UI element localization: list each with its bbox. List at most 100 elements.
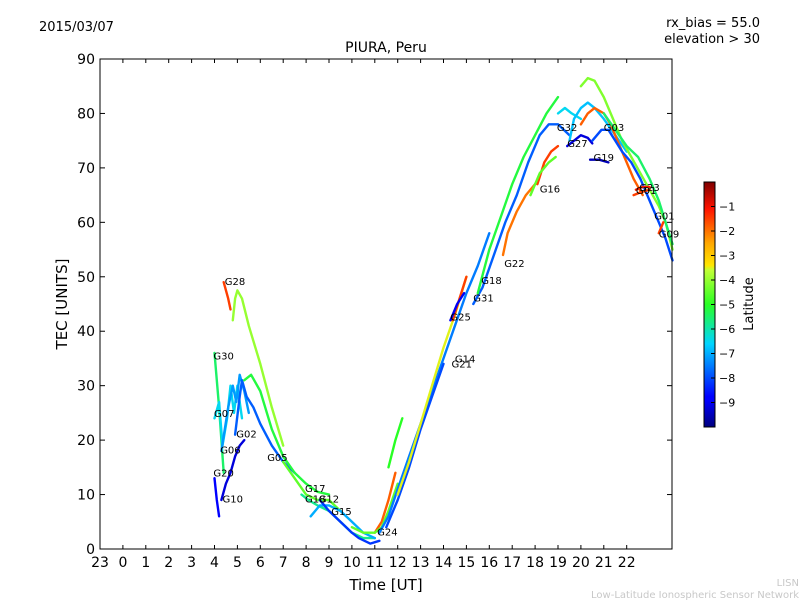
- x-tick-label: 20: [572, 555, 590, 571]
- y-axis-label: TEC [UNITS]: [53, 259, 71, 351]
- satellite-label-g15: G15: [331, 507, 351, 518]
- x-tick-label: 5: [233, 555, 242, 571]
- colorbar-tick-label: −2: [719, 225, 735, 238]
- series-line-g20-7: [213, 477, 221, 518]
- satellite-label-g22: G22: [504, 259, 524, 270]
- series-line-g24-13: [373, 471, 397, 534]
- colorbar-tick-label: −5: [719, 299, 735, 312]
- series-layer: [213, 76, 674, 545]
- x-tick-label: 7: [279, 555, 288, 571]
- series-line-g22-21: [501, 182, 537, 257]
- satellite-label-g01: G01: [636, 186, 656, 197]
- satellite-label-g14: G14: [455, 354, 475, 365]
- satellite-label-g02: G02: [236, 429, 256, 440]
- satellite-label-g30: G30: [213, 352, 233, 363]
- satellite-label-g09: G09: [659, 230, 679, 241]
- colorbar-tick-label: −1: [719, 201, 735, 214]
- series-line-g28-1: [231, 289, 285, 447]
- satellite-label-g06: G06: [220, 446, 240, 457]
- x-tick-label: 3: [187, 555, 196, 571]
- footer-org-abbr: LISN: [777, 578, 799, 589]
- series-line-g02-5: [233, 379, 296, 474]
- series-line-g31-19: [449, 291, 466, 322]
- satellite-label-g05: G05: [267, 453, 287, 464]
- satellite-label-g21: G21: [452, 360, 472, 371]
- x-tick-label: 4: [210, 555, 219, 571]
- series-line-g09-35: [657, 221, 665, 235]
- x-tick-label: 19: [549, 555, 567, 571]
- chart-title: PIURA, Peru: [345, 40, 427, 56]
- colorbar-tick-label: −7: [719, 348, 735, 361]
- series-line-g01-32: [632, 188, 651, 197]
- rx-bias-label: rx_bias = 55.0: [666, 16, 760, 31]
- satellite-label-g32: G32: [557, 123, 577, 134]
- y-tick-label: 0: [86, 542, 95, 558]
- satellite-label-g27: G27: [567, 139, 587, 150]
- y-axis-ticks: 0 10 20 30 40 50 60 70 80 90: [77, 52, 672, 558]
- satellite-label-g19: G19: [594, 153, 614, 164]
- colorbar-label: Latitude: [742, 277, 757, 331]
- series-line-g27-26: [566, 133, 594, 148]
- series-line-g19-29: [588, 158, 610, 164]
- x-tick-label: 0: [118, 555, 127, 571]
- x-tick-label: 9: [325, 555, 334, 571]
- satellite-label-g01: G01: [654, 212, 674, 223]
- y-tick-label: 80: [77, 106, 95, 122]
- footer-org-name: Low-Latitude Ionospheric Sensor Network: [591, 590, 799, 600]
- x-tick-label: 21: [595, 555, 613, 571]
- satellite-label-g23: G23: [639, 183, 659, 194]
- x-tick-label: 16: [480, 555, 498, 571]
- colorbar-tick-label: −4: [719, 274, 735, 287]
- y-tick-label: 90: [77, 52, 95, 68]
- x-axis-ticks: 23 0 1 2 3 4 5 6 7 8 9 10 11 12 13 14 15 16 17 18 19 20 21 22: [91, 59, 636, 571]
- colorbar-tick-label: −9: [719, 397, 735, 410]
- x-axis-label: Time [UT]: [348, 576, 422, 594]
- satellite-label-layer: G28G30G07G06G02G05G20G10G17G18G12G15G24G…: [213, 123, 679, 539]
- y-tick-label: 10: [77, 488, 95, 504]
- y-tick-label: 30: [77, 379, 95, 395]
- x-tick-label: 11: [366, 555, 384, 571]
- x-tick-label: 13: [412, 555, 430, 571]
- series-line-g10-8: [220, 438, 246, 502]
- satellite-label-g31: G31: [473, 293, 493, 304]
- y-tick-label: 60: [77, 215, 95, 231]
- colorbar-tick-label: −8: [719, 372, 735, 385]
- series-line-g28-0: [222, 281, 232, 311]
- x-tick-label: 6: [256, 555, 265, 571]
- colorbar-ticks: −1 −2 −3 −4 −5 −6 −7 −8 −9: [711, 201, 735, 410]
- x-tick-label: 18: [526, 555, 544, 571]
- satellite-label-g16: G16: [540, 184, 560, 195]
- y-tick-label: 20: [77, 433, 95, 449]
- plot-frame: [99, 58, 673, 550]
- y-tick-label: 50: [77, 270, 95, 286]
- satellite-label-g12: G12: [319, 495, 339, 506]
- x-tick-label: 2: [164, 555, 173, 571]
- series-line-g23-33: [634, 185, 651, 191]
- series-line-g14-16: [385, 362, 445, 529]
- colorbar-tick-label: −6: [719, 323, 735, 336]
- x-tick-label: 22: [618, 555, 636, 571]
- series-line-g03-31: [579, 76, 674, 251]
- series-line-g17-9: [282, 460, 342, 513]
- x-tick-label: 8: [302, 555, 311, 571]
- x-tick-label: 23: [91, 555, 109, 571]
- y-tick-label: 70: [77, 161, 95, 177]
- elevation-label: elevation > 30: [664, 32, 760, 47]
- series-line-g21-15: [378, 231, 491, 534]
- x-tick-label: 1: [141, 555, 150, 571]
- series-line-g29-14: [350, 482, 399, 534]
- x-tick-label: 15: [457, 555, 475, 571]
- series-line-g32-24: [476, 95, 560, 295]
- satellite-label-g10: G10: [223, 495, 243, 506]
- series-line-g29-36: [387, 417, 404, 469]
- colorbar-tick-label: −3: [719, 250, 735, 263]
- satellite-label-g18: G18: [305, 495, 325, 506]
- x-tick-label: 14: [435, 555, 453, 571]
- satellite-label-g18: G18: [481, 276, 501, 287]
- satellite-label-g28: G28: [225, 277, 245, 288]
- x-tick-label: 10: [343, 555, 361, 571]
- date-label: 2015/03/07: [39, 20, 114, 35]
- satellite-label-g24: G24: [377, 527, 397, 538]
